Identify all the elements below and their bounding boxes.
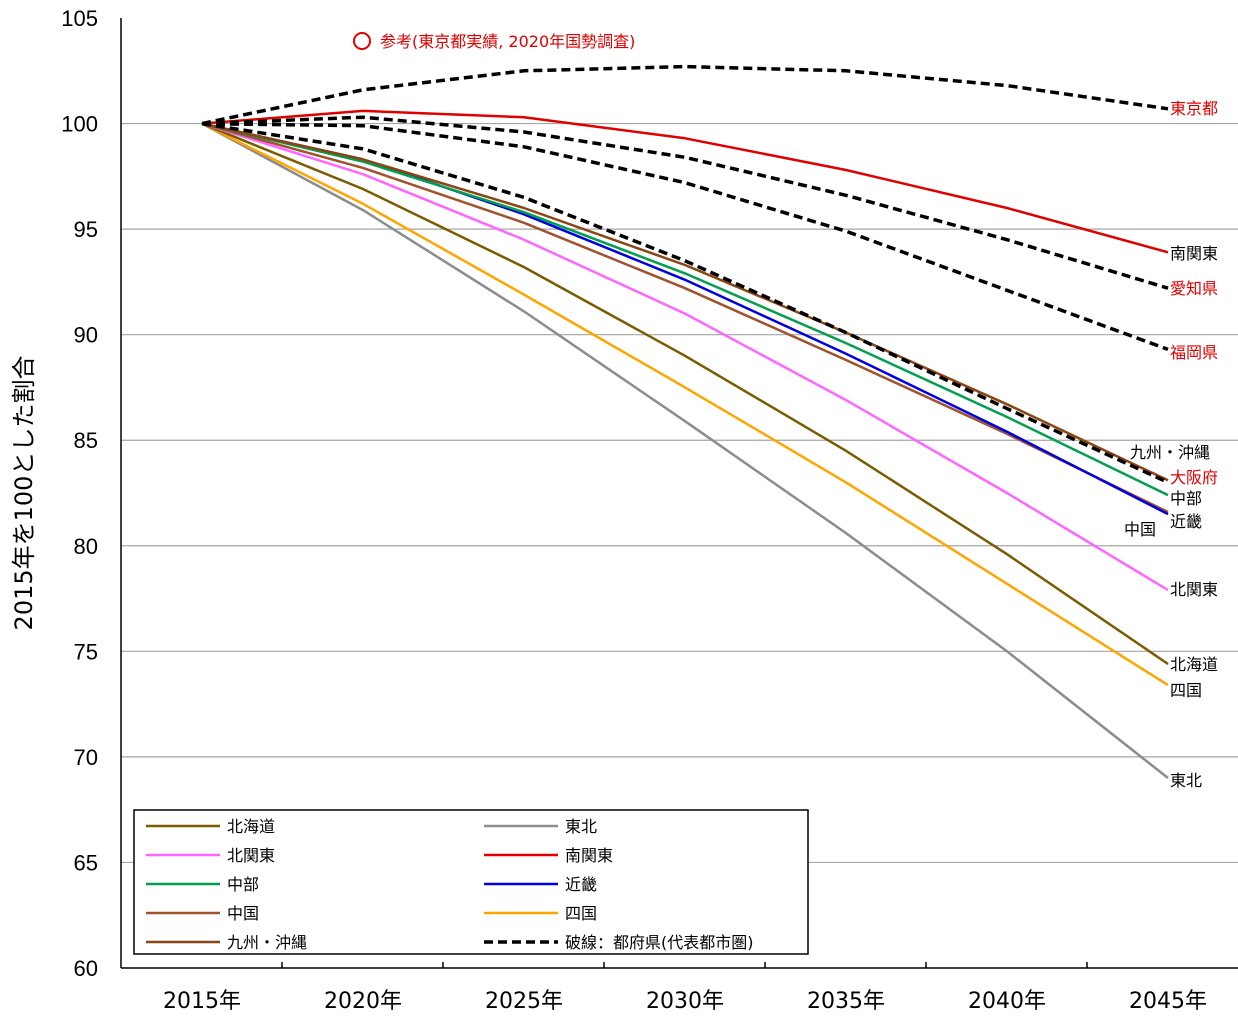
legend-label: 中国 — [227, 904, 259, 923]
x-tick-label: 2015年 — [163, 989, 241, 1014]
series-end-label: 大阪府 — [1170, 468, 1218, 487]
series-line — [201, 122, 1169, 514]
legend-label: 九州・沖縄 — [227, 933, 307, 952]
y-tick-label: 90 — [74, 323, 98, 348]
reference-note: 参考(東京都実績, 2020年国勢調査) — [353, 32, 635, 51]
y-tick-label: 60 — [74, 956, 98, 981]
series-line — [201, 122, 1169, 687]
series-end-label: 北海道 — [1170, 655, 1218, 674]
series-line — [201, 122, 1169, 497]
series-line — [201, 122, 1169, 779]
series-end-label: 愛知県 — [1170, 279, 1218, 298]
y-axis-title: 2015年を100とした割合 — [10, 356, 38, 631]
x-tick-label: 2020年 — [324, 989, 402, 1014]
series-end-label: 東北 — [1170, 771, 1202, 790]
y-tick-label: 105 — [61, 6, 98, 31]
y-tick-label: 95 — [74, 217, 98, 242]
series-line — [201, 122, 1169, 592]
series-end-label: 東京都 — [1170, 99, 1218, 118]
x-tick-label: 2040年 — [968, 989, 1046, 1014]
legend-box — [133, 809, 809, 955]
legend-label: 近畿 — [565, 875, 597, 894]
y-tick-labels: 60 65 70 75 80 85 90 95 100 105 — [61, 6, 98, 981]
legend-label: 東北 — [565, 817, 597, 836]
reference-circle-icon — [353, 32, 371, 50]
series-end-label: 南関東 — [1170, 244, 1218, 263]
series-end-label: 九州・沖縄 — [1130, 443, 1210, 462]
series-line — [201, 121, 1169, 484]
legend-label: 破線：都府県(代表都市圏) — [565, 933, 754, 952]
y-tick-label: 75 — [74, 639, 98, 664]
x-tick-label: 2035年 — [807, 989, 885, 1014]
y-tick-label: 100 — [61, 112, 98, 137]
y-tick-label: 80 — [74, 534, 98, 559]
series-line — [201, 122, 1169, 666]
y-tick-label: 70 — [74, 745, 98, 770]
legend-label: 四国 — [565, 904, 597, 923]
series-end-label: 中部 — [1170, 489, 1202, 508]
series-end-label: 四国 — [1170, 681, 1202, 700]
series-line — [201, 122, 1169, 482]
y-tick-label: 65 — [74, 850, 98, 875]
x-tick-labels: 2015年 2020年 2025年 2030年 2035年 2040年 2045年 — [163, 989, 1207, 1014]
series-line — [201, 115, 1169, 290]
legend-label: 中部 — [227, 875, 259, 894]
series-end-label: 福岡県 — [1170, 343, 1218, 362]
series-lines — [201, 64, 1169, 779]
legend-label: 北関東 — [227, 846, 275, 865]
x-tick-label: 2030年 — [646, 989, 724, 1014]
axes — [120, 18, 1238, 969]
legend-label: 南関東 — [565, 846, 613, 865]
series-line — [201, 121, 1169, 352]
x-tick-label: 2045年 — [1129, 989, 1207, 1014]
series-end-label: 中国 — [1124, 520, 1156, 539]
series-end-label: 近畿 — [1170, 512, 1202, 531]
x-tick-label: 2025年 — [485, 989, 563, 1014]
grid-lines — [121, 122, 1238, 864]
reference-note-text: 参考(東京都実績, 2020年国勢調査) — [380, 32, 635, 51]
legend-label: 北海道 — [227, 817, 275, 836]
y-tick-label: 85 — [74, 428, 98, 453]
series-line — [201, 64, 1169, 126]
series-line — [201, 109, 1169, 254]
series-end-label: 北関東 — [1170, 580, 1218, 599]
